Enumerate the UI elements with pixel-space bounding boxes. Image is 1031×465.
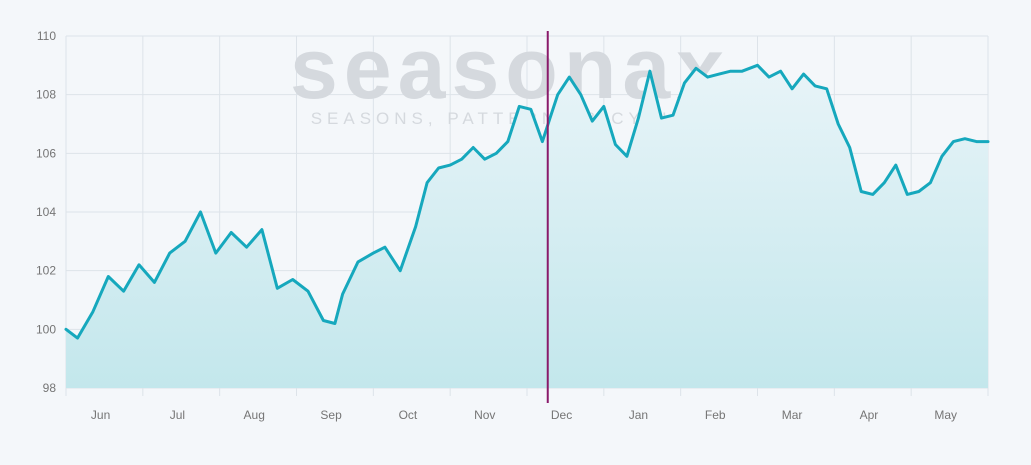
- y-tick-label: 106: [36, 146, 56, 160]
- x-tick-label: Apr: [860, 408, 879, 422]
- y-tick-label: 102: [36, 264, 56, 278]
- watermark: seasonax SEASONS, PATTERNS & CYCLES: [290, 21, 730, 128]
- x-tick-label: Mar: [782, 408, 803, 422]
- x-tick-label: Jul: [170, 408, 185, 422]
- y-tick-label: 110: [37, 29, 56, 43]
- x-tick-label: May: [934, 408, 957, 422]
- watermark-brand: seasonax: [290, 21, 730, 117]
- y-tick-label: 98: [43, 381, 57, 395]
- series-line: [64, 63, 990, 340]
- y-tick-label: 100: [36, 322, 56, 336]
- series-area: [66, 65, 988, 389]
- x-tick-label: Sep: [320, 408, 342, 422]
- x-tick-label: Oct: [399, 408, 418, 422]
- y-tick-label: 104: [36, 205, 56, 219]
- x-tick-label: Dec: [551, 408, 572, 422]
- y-tick-label: 108: [36, 88, 56, 102]
- x-tick-label: Feb: [705, 408, 726, 422]
- axis-layer: 98 100 102 104 106 108 110 Jun Jul Aug Sep Oct Nov De…: [36, 29, 989, 422]
- x-tick-label: Aug: [244, 408, 265, 422]
- x-tick-label: Jun: [91, 408, 110, 422]
- x-tick-label: Nov: [474, 408, 495, 422]
- x-tick-label: Jan: [629, 408, 648, 422]
